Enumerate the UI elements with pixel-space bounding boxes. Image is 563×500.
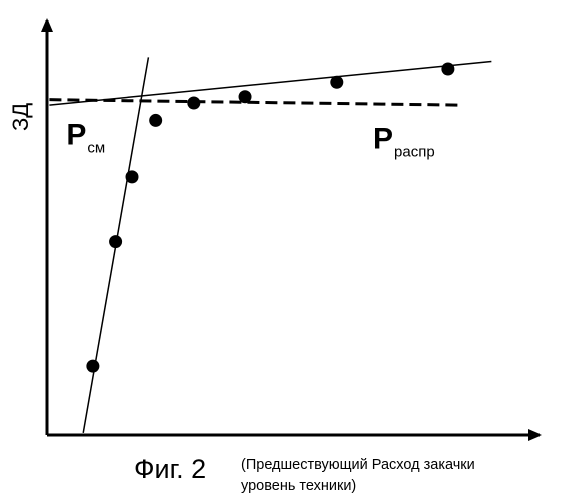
data-point-8 xyxy=(441,62,454,75)
annotations: PсмPраспр xyxy=(66,119,434,161)
line-gentle xyxy=(49,62,491,106)
annotation-1: Pсм xyxy=(66,119,105,157)
y-axis-label: ЗД xyxy=(8,103,33,131)
data-point-2 xyxy=(109,235,122,248)
line-dashed xyxy=(49,100,457,105)
caption-line-1: (Предшествующий Расход закачки xyxy=(241,457,475,473)
data-point-1 xyxy=(86,360,99,373)
annotation-2-symbol: P xyxy=(373,123,393,156)
data-point-5 xyxy=(187,97,200,110)
caption-line-2: уровень техники) xyxy=(241,478,356,494)
data-point-3 xyxy=(126,170,139,183)
data-point-6 xyxy=(239,90,252,103)
data-point-7 xyxy=(330,76,343,89)
annotation-1-symbol: P xyxy=(66,119,86,152)
annotation-2-subscript: распр xyxy=(394,144,435,161)
figure-title: Фиг. 2 xyxy=(134,454,206,484)
annotation-1-subscript: см xyxy=(87,140,105,157)
data-point-4 xyxy=(149,114,162,127)
data-points xyxy=(86,62,454,372)
annotation-2: Pраспр xyxy=(373,123,435,161)
